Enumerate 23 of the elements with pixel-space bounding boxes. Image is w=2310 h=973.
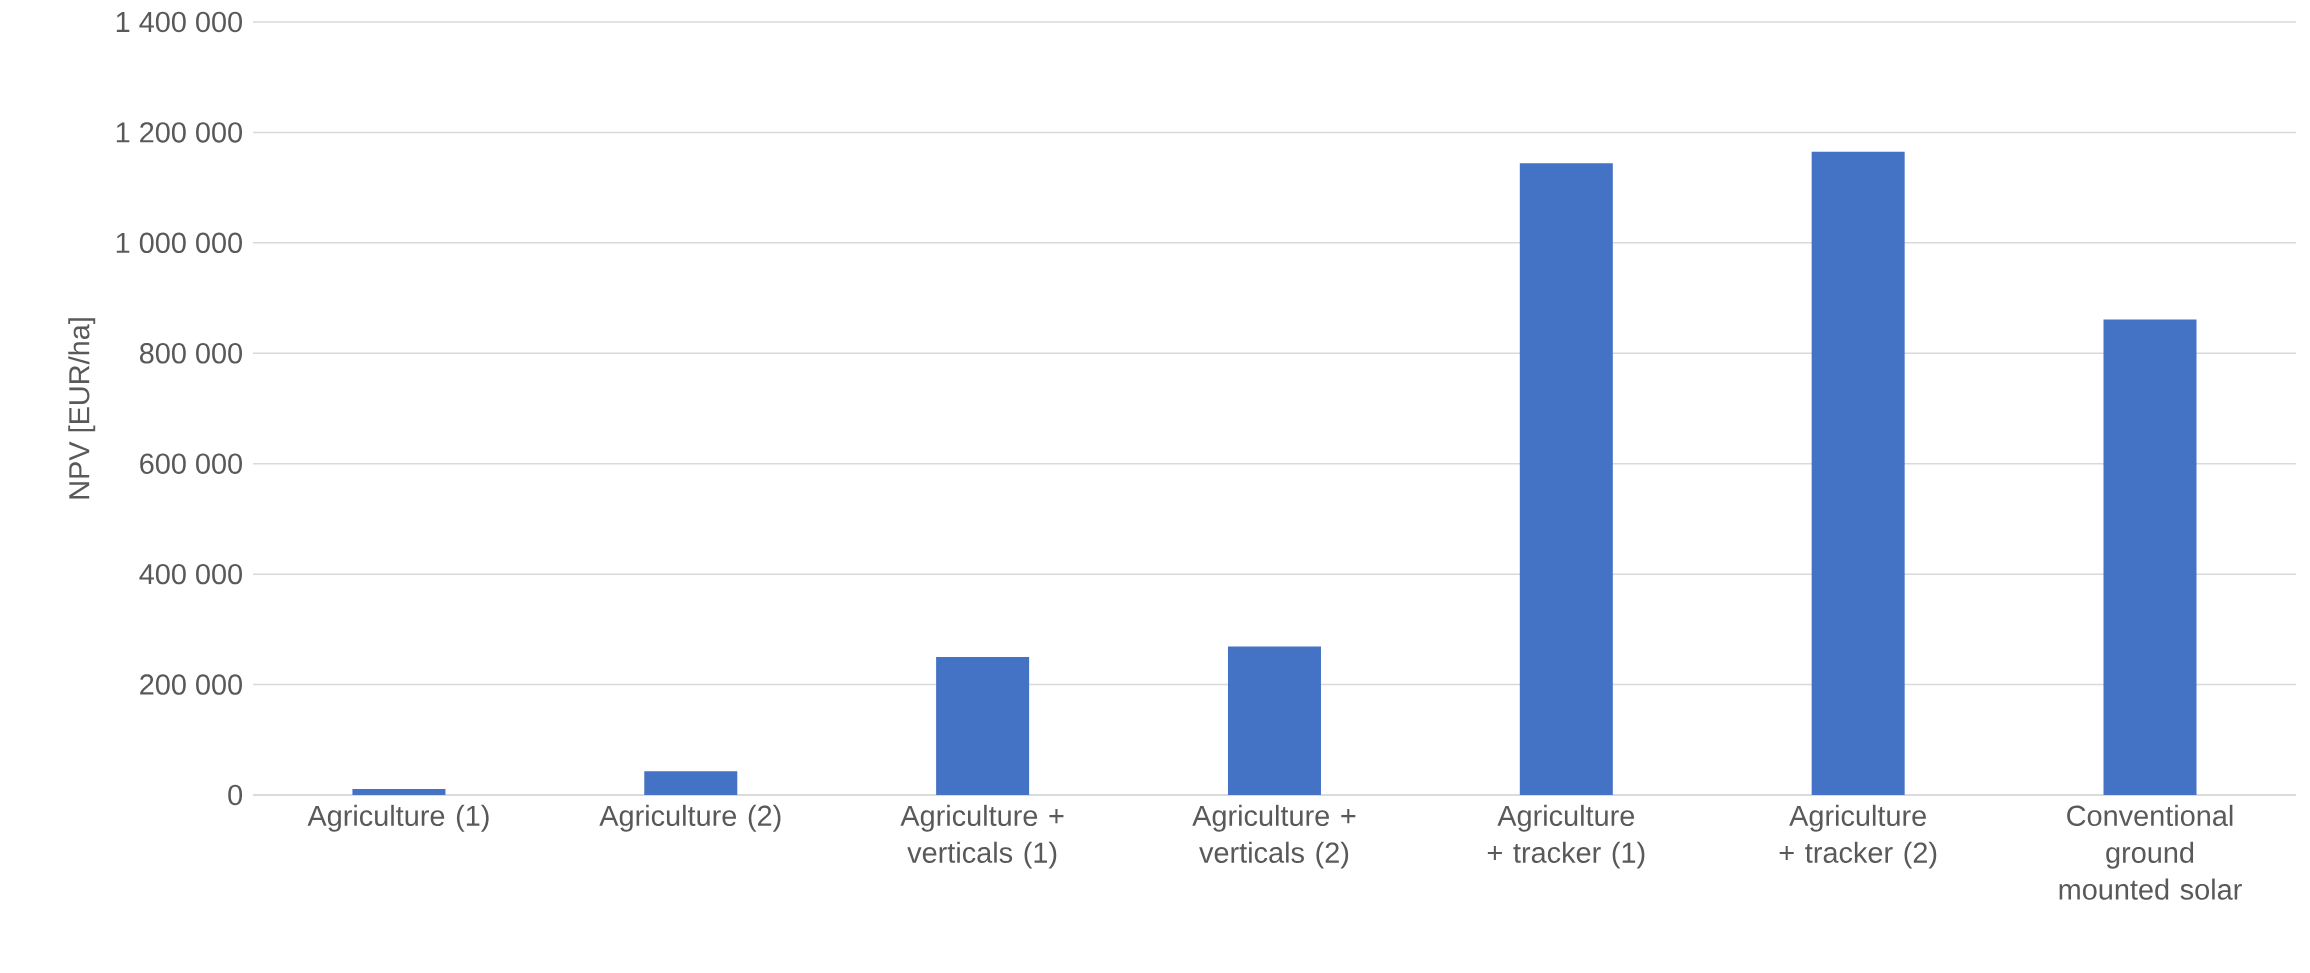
x-tick-label: Agriculture + tracker (2) — [1779, 804, 1937, 869]
x-tick-label: Agriculture + verticals (2) — [1192, 804, 1356, 869]
y-tick-label: 1 000 000 — [116, 232, 242, 254]
bar — [644, 771, 738, 795]
x-tick-label: Conventional ground mounted solar — [2059, 804, 2242, 900]
x-tick-label: Agriculture + tracker (1) — [1487, 804, 1645, 869]
y-axis-title: NPV [EUR/ha] — [68, 318, 96, 499]
bar — [1227, 646, 1321, 795]
bar — [352, 788, 446, 795]
y-tick-label: 1 200 000 — [116, 122, 242, 143]
bar — [936, 656, 1030, 795]
bar — [1519, 163, 1613, 795]
x-tick-label: Agriculture + verticals (1) — [900, 804, 1064, 869]
x-tick-label: Agriculture (1) — [307, 804, 489, 832]
y-tick-label: 0 — [228, 784, 243, 806]
x-tick-label: Agriculture (2) — [599, 804, 781, 832]
y-tick-label: 200 000 — [140, 674, 242, 695]
y-tick-label: 800 000 — [139, 343, 242, 364]
y-tick-label: 600 000 — [140, 453, 242, 474]
y-tick-label: 1 400 000 — [116, 11, 242, 33]
y-tick-label: 400 000 — [139, 563, 242, 585]
bar — [1811, 151, 1905, 795]
bar — [2103, 319, 2197, 795]
